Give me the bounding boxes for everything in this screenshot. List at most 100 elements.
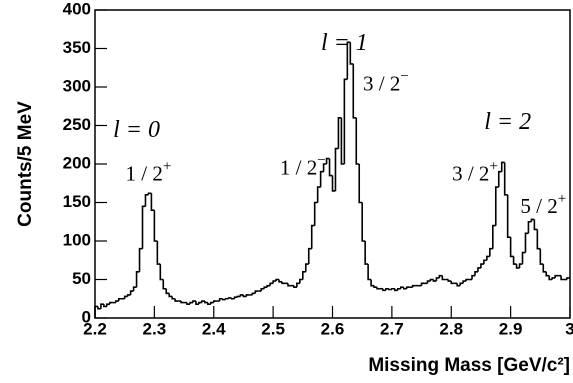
histogram-bin xyxy=(126,294,131,297)
x-tick-label: 2.9 xyxy=(499,319,523,338)
histogram-bin xyxy=(334,147,339,191)
histogram-bin xyxy=(352,63,357,119)
histogram-bin xyxy=(281,281,285,285)
y-tick-label: 100 xyxy=(63,230,91,249)
histogram-bin xyxy=(254,290,259,294)
histogram-bin xyxy=(322,163,327,172)
histogram-bin xyxy=(189,301,193,305)
histogram-bin xyxy=(385,287,389,291)
y-tick-label: 350 xyxy=(63,38,91,57)
histogram-bin xyxy=(239,294,244,297)
histogram-bin xyxy=(224,297,229,300)
histogram-bin xyxy=(566,277,570,280)
histogram-bin xyxy=(103,304,107,308)
histogram-bin xyxy=(542,264,547,273)
histogram-bin xyxy=(156,241,161,265)
histogram-bin xyxy=(465,278,470,282)
histogram-bin xyxy=(447,279,452,282)
histogram-bin xyxy=(159,264,164,281)
histogram-bin xyxy=(402,287,407,290)
histogram-bin xyxy=(180,301,185,304)
x-tick-label: 2.4 xyxy=(202,319,226,338)
histogram-bin xyxy=(364,241,369,265)
histogram-bin xyxy=(494,186,499,226)
histogram-bin xyxy=(489,247,493,257)
histogram-bin xyxy=(106,303,110,307)
histogram-bin xyxy=(391,287,395,290)
histogram-bin xyxy=(245,294,250,297)
histogram-bin xyxy=(388,288,392,291)
histogram-bin xyxy=(382,288,386,292)
histogram-bin xyxy=(310,224,315,249)
y-tick-label: 200 xyxy=(63,153,91,172)
histogram-bin xyxy=(533,219,538,231)
histogram-bin xyxy=(405,286,410,289)
annotation: l = 1 xyxy=(321,29,368,55)
histogram-bin xyxy=(370,279,375,287)
histogram-bin xyxy=(373,285,378,288)
histogram-bin xyxy=(367,264,372,281)
histogram-bin xyxy=(376,287,380,290)
histogram-bin xyxy=(147,192,152,195)
histogram-bin xyxy=(394,288,398,292)
histogram-bin xyxy=(349,42,354,65)
x-tick-label: 2.6 xyxy=(321,319,345,338)
histogram-bin xyxy=(480,263,484,268)
histogram-bin xyxy=(545,271,550,277)
histogram-bin xyxy=(483,259,487,265)
histogram-bin xyxy=(441,275,446,281)
histogram-bin xyxy=(212,300,217,303)
histogram-bin xyxy=(109,301,113,305)
histogram-bin xyxy=(346,41,351,80)
histogram-bin xyxy=(296,282,300,288)
histogram-bin xyxy=(497,170,502,188)
histogram-bin xyxy=(129,290,134,295)
histogram-bin xyxy=(287,283,291,287)
histogram-bin xyxy=(492,224,496,249)
histogram-bin xyxy=(221,298,226,301)
histogram-bin xyxy=(209,301,214,305)
histogram-bin xyxy=(117,297,122,302)
histogram-bin xyxy=(201,300,205,303)
histogram-bin xyxy=(123,295,128,299)
histogram-bin xyxy=(236,295,241,298)
annotation-text: 1 / 2 xyxy=(280,155,317,179)
annotation-text: 3 / 2 xyxy=(452,161,489,185)
histogram-bin xyxy=(515,264,520,269)
histogram-bin xyxy=(462,280,467,284)
histogram-bin xyxy=(435,277,440,282)
annotation-sup: − xyxy=(317,153,325,169)
histogram-bin xyxy=(361,202,366,242)
annotation-text: 1 / 2 xyxy=(126,161,163,185)
histogram-bin xyxy=(141,205,146,249)
annotation: l = 2 xyxy=(484,109,531,135)
histogram-bin xyxy=(560,275,565,281)
histogram-bin xyxy=(500,161,505,172)
annotation-text: 3 / 2 xyxy=(363,71,400,95)
histogram-bin xyxy=(325,157,330,164)
histogram-bin xyxy=(313,201,318,226)
histogram-bin xyxy=(269,282,274,286)
histogram-bin xyxy=(456,283,461,287)
histogram-bin xyxy=(97,306,101,310)
histogram-bin xyxy=(503,162,508,196)
histogram-bin xyxy=(536,229,541,250)
histogram-bin xyxy=(304,263,309,272)
histogram-bin xyxy=(233,296,238,299)
histogram-bin xyxy=(204,301,208,304)
histogram-bin xyxy=(94,305,98,318)
histogram-bin xyxy=(278,279,283,283)
histogram-bin xyxy=(144,194,149,207)
histogram-bin xyxy=(168,293,173,298)
histogram-bin xyxy=(138,247,143,272)
histogram-bin xyxy=(471,274,475,280)
histogram-bin xyxy=(162,279,167,290)
annotation-sup: + xyxy=(558,191,566,207)
histogram-bin xyxy=(135,271,140,288)
histogram-bin xyxy=(299,278,303,284)
histogram-bin xyxy=(438,274,443,278)
x-tick-label: 2.2 xyxy=(83,319,107,338)
histogram-bin xyxy=(316,186,321,203)
histogram-bin xyxy=(242,294,247,298)
annotation-sup: − xyxy=(400,69,408,85)
